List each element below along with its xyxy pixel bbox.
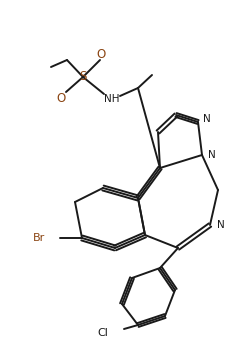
Text: N: N (217, 220, 225, 230)
Text: N: N (203, 114, 211, 124)
Text: O: O (96, 48, 106, 62)
Text: Br: Br (33, 233, 45, 243)
Text: Cl: Cl (97, 328, 108, 338)
Text: O: O (56, 91, 66, 104)
Text: N: N (208, 150, 216, 160)
Text: S: S (79, 70, 87, 84)
Text: NH: NH (104, 94, 120, 104)
